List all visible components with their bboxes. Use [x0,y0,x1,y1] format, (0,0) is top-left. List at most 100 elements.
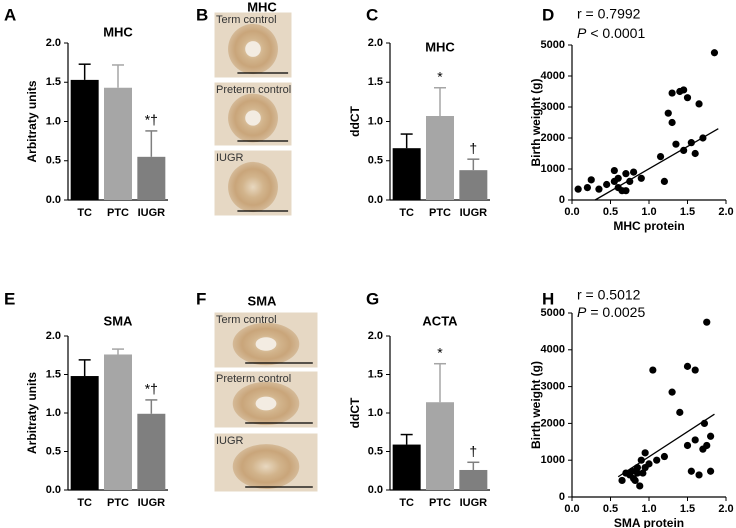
point [680,146,688,154]
point [707,467,715,475]
y-tick-label: 0.5 [368,155,383,167]
x-tick-label: 1.0 [641,503,656,515]
y-tick-label: 1000 [541,163,565,175]
y-tick-label: 1.0 [46,115,61,127]
p-text: = 0.0025 [590,304,645,320]
point [691,366,699,374]
point [622,170,630,178]
point [574,185,582,193]
point [622,187,630,195]
point [680,86,688,94]
x-tick-label: 2.0 [718,503,733,515]
y-tick-label: 4000 [541,344,565,356]
y-tick-label: 1.0 [368,407,383,419]
point [639,469,647,477]
y-tick-label: 3000 [541,381,565,393]
point [695,100,703,108]
y-tick-label: 1000 [541,454,565,466]
image-label: Term control [216,14,277,26]
panel-title: MHC [247,0,277,14]
bar [70,79,99,200]
point [603,180,611,189]
p-value: P = 0.0025 [577,304,645,320]
x-tick-label: 2.0 [718,206,733,218]
y-tick-label: 5000 [541,39,565,51]
x-tick-label: 0.0 [564,503,579,515]
tissue [228,161,278,213]
y-tick-label: 0.0 [368,194,383,206]
lumen [255,396,277,411]
p-symbol: P [577,25,587,41]
image-label: Preterm control [216,373,291,385]
image-label: Preterm control [216,84,291,96]
significance-mark: † [469,140,477,156]
point [687,467,695,475]
y-axis-label: ddCT [348,397,362,428]
x-tick-label: TC [399,207,414,219]
point [695,471,703,479]
y-tick-label: 0.5 [46,155,61,167]
p-value: P < 0.0001 [577,25,645,41]
point [668,118,676,127]
lumen [245,41,261,57]
point [595,185,603,193]
chart-title: MHC [103,24,133,39]
y-tick-label: 2.0 [46,37,61,49]
bar [459,170,488,200]
x-tick-label: IUGR [460,497,488,509]
point [710,49,719,57]
point [637,456,645,464]
point [672,140,680,148]
fit-line [617,413,715,478]
point [656,153,665,161]
y-tick-label: 5000 [541,307,565,319]
point [614,174,622,182]
point [683,94,692,102]
panel-letter: A [4,5,16,24]
bar [137,156,166,200]
point [653,456,661,464]
y-tick-label: 1.5 [46,76,61,88]
y-axis-label: Arbitraty units [25,80,39,162]
bar [104,87,132,200]
panel-letter: H [542,289,554,308]
x-tick-label: 0.5 [603,206,618,218]
point [707,432,715,440]
x-tick-label: 1.5 [680,503,695,515]
y-axis-label: Birth weight (g) [529,79,543,167]
bar [104,354,132,490]
bar [426,402,454,490]
point [630,168,638,176]
significance-mark: * [437,68,443,84]
lumen [255,337,277,351]
point [610,166,618,175]
significance-mark: † [469,443,477,459]
x-tick-label: 0.5 [603,503,618,515]
point [636,482,644,490]
point [649,366,657,374]
y-axis-label: ddCT [348,106,362,137]
y-tick-label: 2000 [541,132,565,144]
x-tick-label: IUGR [138,497,166,509]
point [587,176,595,184]
y-tick-label: 2.0 [46,330,61,342]
x-tick-label: PTC [429,497,451,509]
y-tick-label: 1.0 [46,407,61,419]
y-tick-label: 0 [559,491,565,503]
y-tick-label: 0.5 [368,445,383,457]
r-value: r = 0.7992 [577,6,641,22]
chart-title: ACTA [422,313,458,328]
point [583,184,592,192]
chart-title: MHC [425,39,455,54]
chart-title: SMA [104,313,134,328]
x-tick-label: PTC [107,207,129,219]
x-tick-label: TC [77,207,92,219]
point [687,139,695,147]
panel-letter: B [196,5,208,24]
bar [459,469,488,490]
fit-line [594,128,719,201]
point [703,318,711,326]
point [633,469,642,477]
panel-letter: F [196,289,206,308]
